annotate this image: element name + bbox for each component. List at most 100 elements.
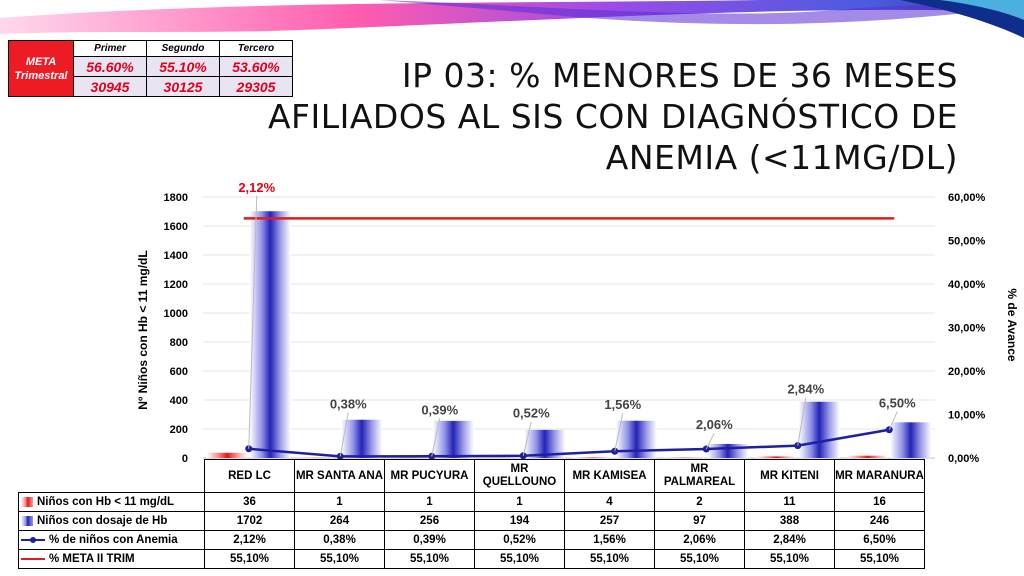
table-cell: 0,39%: [384, 530, 475, 550]
table-cell: 4: [564, 492, 655, 512]
label-leader-line: [522, 421, 532, 456]
anemia-pct-data-label: 2,06%: [696, 417, 733, 432]
bar-dosaje-hb: [890, 422, 932, 458]
y2-tick-label: 50,00%: [948, 236, 986, 248]
y2-tick-label: 20,00%: [948, 366, 986, 378]
meta-count-tercero: 29305: [219, 76, 293, 97]
y-tick-label: 400: [170, 395, 188, 407]
bar-dosaje-hb: [432, 420, 474, 458]
bar-anemia: [755, 456, 797, 458]
label-leader-line: [797, 397, 807, 446]
legend-label: Niños con Hb < 11 mg/dL: [37, 496, 175, 508]
table-cell: 55,10%: [744, 549, 835, 569]
anemia-pct-data-label: 6,50%: [879, 396, 916, 411]
table-cell: 194: [474, 511, 565, 531]
y-tick-label: 800: [170, 337, 188, 349]
anemia-pct-data-label: 1,56%: [604, 397, 641, 412]
legend-anemia-bars: Niños con Hb < 11 mg/dL: [18, 492, 205, 512]
y-tick-label: 1200: [164, 279, 188, 291]
y-tick-label: 1400: [164, 250, 188, 262]
category-mr-kamisea: MR KAMISEA: [564, 459, 655, 493]
table-cell: 264: [294, 511, 385, 531]
table-cell: 256: [384, 511, 475, 531]
label-leader-line: [705, 432, 715, 450]
label-leader-line: [614, 413, 624, 452]
table-cell: 1: [474, 492, 565, 512]
data-table-corner: [19, 460, 205, 493]
bar-anemia: [572, 457, 614, 458]
legend-meta-line: % META II TRIM: [18, 549, 205, 569]
meta-label: META Trimestral: [8, 40, 74, 97]
header-decoration: [0, 0, 1024, 38]
bar-dosaje-hb: [249, 211, 291, 458]
meta-pct-tercero: 53.60%: [219, 56, 293, 77]
table-cell: 55,10%: [384, 549, 475, 569]
table-cell: 6,50%: [834, 530, 925, 550]
category-mr-maranura: MR MARANURA: [834, 459, 925, 493]
table-cell: 388: [744, 511, 835, 531]
table-cell: 55,10%: [834, 549, 925, 569]
legend-hb-bars: Niños con dosaje de Hb: [18, 511, 205, 531]
meta-count-primer: 30945: [73, 76, 147, 97]
y2-tick-label: 0,00%: [948, 453, 979, 465]
bar-dosaje-hb: [341, 419, 383, 458]
y2-tick-label: 10,00%: [948, 410, 986, 422]
table-cell: 55,10%: [654, 549, 745, 569]
table-cell: 11: [744, 492, 835, 512]
table-cell: 2,12%: [204, 530, 295, 550]
category-red-lc: RED LC: [204, 459, 295, 493]
anemia-pct-line: [248, 428, 890, 458]
table-cell: 16: [834, 492, 925, 512]
table-cell: 55,10%: [204, 549, 295, 569]
table-cell: 55,10%: [564, 549, 655, 569]
legend-anemia-line: % de niños con Anemia: [18, 530, 205, 550]
label-leader-line: [339, 412, 349, 457]
y2-axis-title: % de Avance: [1005, 288, 1019, 361]
table-cell: 1: [384, 492, 475, 512]
page-title: IP 03: % MENORES DE 36 MESES AFILIADOS A…: [267, 56, 958, 177]
table-cell: 1702: [204, 511, 295, 531]
anemia-pct-data-label: 0,52%: [513, 406, 550, 421]
y-tick-label: 600: [170, 366, 188, 378]
label-leader-line: [431, 418, 441, 457]
table-cell: 2,84%: [744, 530, 835, 550]
blue-line-legend-key: [21, 535, 45, 545]
label-leader-line: [248, 195, 258, 449]
table-cell: 97: [654, 511, 745, 531]
y2-tick-label: 30,00%: [948, 323, 986, 335]
meta-header-tercero: Tercero: [219, 40, 293, 57]
data-table: RED LC MR SANTA ANA MR PUCYURA MR QUELLO…: [18, 459, 925, 569]
anemia-pct-data-label: 2,12%: [238, 180, 275, 195]
y2-tick-label: 40,00%: [948, 279, 986, 291]
red-line-legend-key: [21, 554, 45, 564]
bar-anemia: [206, 452, 248, 458]
category-mr-palmareal: MR PALMAREAL: [654, 459, 745, 493]
category-mr-kiteni: MR KITENI: [744, 459, 835, 493]
anemia-pct-data-label: 0,38%: [330, 396, 367, 411]
label-leader-line: [888, 411, 898, 430]
bar-dosaje-hb: [798, 401, 840, 458]
category-mr-quellouno: MR QUELLOUNO: [474, 459, 565, 493]
table-cell: 0,38%: [294, 530, 385, 550]
y-tick-label: 1800: [164, 192, 188, 204]
red-bar-legend-key: [21, 496, 33, 507]
legend-label: Niños con dosaje de Hb: [37, 515, 168, 527]
category-mr-santa-ana: MR SANTA ANA: [294, 459, 385, 493]
legend-label: % META II TRIM: [49, 553, 135, 565]
y-tick-label: 1600: [164, 221, 188, 233]
y-tick-label: 1000: [164, 308, 188, 320]
anemia-pct-data-label: 2,84%: [787, 382, 824, 397]
table-cell: 246: [834, 511, 925, 531]
y-tick-label: 200: [170, 424, 188, 436]
table-cell: 2: [654, 492, 745, 512]
table-cell: 257: [564, 511, 655, 531]
anemia-pct-data-label: 0,39%: [421, 402, 458, 417]
table-cell: 55,10%: [294, 549, 385, 569]
table-cell: 1,56%: [564, 530, 655, 550]
table-cell: 1: [294, 492, 385, 512]
meta-count-segundo: 30125: [146, 76, 220, 97]
bar-anemia: [847, 455, 889, 458]
table-cell: 36: [204, 492, 295, 512]
blue-bar-legend-key: [21, 515, 33, 526]
